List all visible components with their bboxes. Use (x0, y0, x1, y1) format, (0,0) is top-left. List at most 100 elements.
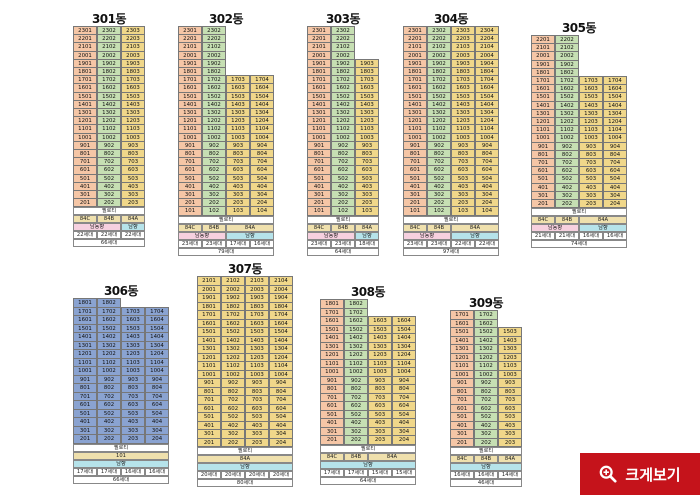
unit-cell: 1502 (474, 327, 498, 337)
unit-cell: 802 (344, 384, 368, 394)
unit-cell: 1303 (498, 344, 522, 354)
zoom-view-button[interactable]: 크게보기 (580, 453, 700, 495)
unit-cell: 302 (555, 190, 579, 200)
unit-cell: 603 (121, 400, 145, 410)
unit-cell: 801 (320, 384, 344, 394)
unit-cell: 1702 (474, 310, 498, 320)
unit-cell: 201 (320, 435, 344, 445)
unit-cell: 2202 (555, 35, 579, 45)
unit-cell: 701 (73, 391, 97, 401)
unit-cell: 201 (403, 198, 427, 208)
unit-cell: 501 (403, 173, 427, 183)
unit-cell: 1201 (403, 116, 427, 126)
unit-cell: 1701 (307, 75, 331, 85)
unit-cell: 2202 (331, 34, 355, 44)
unit-type-row: 84B (97, 215, 121, 224)
unit-cell: 1404 (475, 99, 499, 109)
unit-cell: 1902 (221, 293, 245, 303)
unit-cell: 301 (197, 429, 221, 439)
unit-cell: 103 (451, 206, 475, 216)
unit-cell: 1801 (197, 301, 221, 311)
unit-cell: 2202 (202, 34, 226, 44)
unit-type-row: 84A (579, 216, 627, 225)
unit-cell: 601 (178, 165, 202, 175)
unit-cell: 2202 (427, 34, 451, 44)
unit-cell: 902 (474, 378, 498, 388)
unit-type-row: 84C (403, 223, 427, 232)
unit-cell: 501 (73, 408, 97, 418)
unit-cell: 1702 (344, 307, 368, 317)
unit-cell: 804 (475, 149, 499, 159)
unit-cell: 1601 (531, 84, 555, 94)
orientation-row: 남향 (320, 460, 416, 469)
unit-cell: 2201 (178, 34, 202, 44)
unit-cell: 202 (202, 198, 226, 208)
unit-cell: 201 (73, 198, 97, 208)
unit-cell: 1701 (450, 310, 474, 320)
household-count-row: 18세대 (355, 239, 379, 248)
unit-cell: 504 (145, 408, 169, 418)
unit-cell: 404 (250, 181, 274, 191)
unit-cell: 1203 (368, 350, 392, 360)
unit-cell: 302 (221, 429, 245, 439)
unit-cell: 1503 (355, 91, 379, 101)
unit-cell: 903 (245, 378, 269, 388)
unit-cell: 1601 (197, 318, 221, 328)
unit-cell: 203 (121, 198, 145, 208)
unit-cell: 801 (450, 386, 474, 396)
unit-cell: 1901 (307, 58, 331, 68)
unit-cell: 1303 (579, 108, 603, 118)
unit-cell: 1401 (197, 335, 221, 345)
unit-cell: 302 (202, 190, 226, 200)
household-count-row: 17세대 (73, 467, 97, 476)
unit-cell: 603 (355, 165, 379, 175)
total-count-row: 64세대 (307, 247, 379, 256)
unit-cell: 1203 (579, 117, 603, 127)
unit-cell: 1701 (197, 310, 221, 320)
unit-cell: 1801 (403, 67, 427, 77)
unit-cell: 1001 (531, 133, 555, 143)
unit-cell: 1602 (97, 83, 121, 93)
unit-cell: 802 (555, 149, 579, 159)
orientation-row: 남동향 (531, 224, 579, 233)
unit-cell: 1603 (121, 83, 145, 93)
unit-cell: 1902 (202, 58, 226, 68)
unit-cell: 502 (331, 173, 355, 183)
unit-cell: 1501 (178, 91, 202, 101)
unit-cell: 1104 (145, 357, 169, 367)
household-count-row: 22세대 (475, 239, 499, 248)
unit-cell: 1002 (97, 366, 121, 376)
unit-cell: 301 (450, 429, 474, 439)
unit-cell: 904 (392, 375, 416, 385)
total-count-row: 80세대 (197, 479, 293, 487)
pilotis-row: 필로티 (197, 447, 293, 455)
unit-cell: 803 (498, 386, 522, 396)
unit-cell: 2102 (427, 42, 451, 52)
unit-cell: 1504 (475, 91, 499, 101)
unit-cell: 1803 (355, 67, 379, 77)
unit-cell: 1602 (331, 83, 355, 93)
unit-cell: 1103 (355, 124, 379, 134)
unit-cell: 204 (145, 434, 169, 444)
household-count-row: 16세대 (579, 232, 603, 241)
unit-cell: 402 (221, 420, 245, 430)
unit-cell: 503 (368, 409, 392, 419)
unit-cell: 1103 (498, 361, 522, 371)
unit-cell: 403 (121, 181, 145, 191)
unit-cell: 2101 (73, 42, 97, 52)
unit-cell: 602 (202, 165, 226, 175)
unit-cell: 203 (226, 198, 250, 208)
unit-cell: 1502 (427, 91, 451, 101)
unit-cell: 204 (392, 435, 416, 445)
household-count-row: 15세대 (368, 468, 392, 477)
unit-cell: 1902 (97, 58, 121, 68)
unit-cell: 703 (498, 395, 522, 405)
unit-cell: 1703 (121, 75, 145, 85)
unit-cell: 402 (344, 418, 368, 428)
unit-cell: 801 (531, 149, 555, 159)
unit-cell: 502 (555, 174, 579, 184)
unit-type-row: 84A (451, 223, 499, 232)
household-count-row: 16세대 (474, 471, 498, 479)
unit-cell: 501 (307, 173, 331, 183)
household-count-row: 15세대 (392, 468, 416, 477)
